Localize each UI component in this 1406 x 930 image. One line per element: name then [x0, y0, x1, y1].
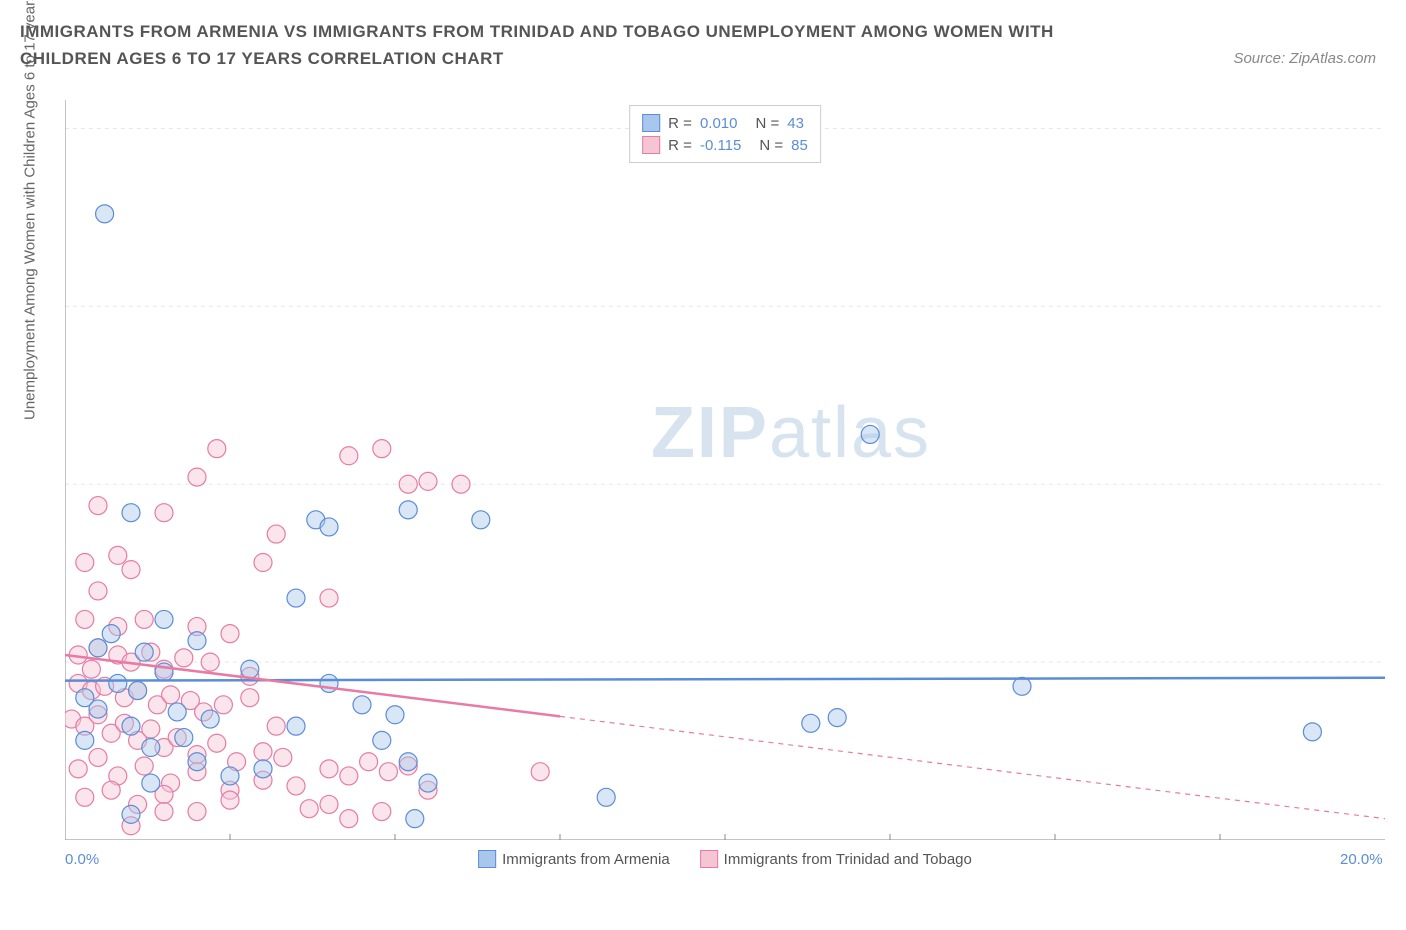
legend-r-value: -0.115 [700, 137, 741, 154]
legend-n-value: 85 [791, 137, 808, 154]
legend-swatch [642, 114, 660, 132]
series-legend-item: Immigrants from Trinidad and Tobago [700, 850, 972, 868]
scatter-plot [65, 100, 1385, 840]
legend-swatch [642, 136, 660, 154]
y-tick-label: 50.0% [1395, 118, 1406, 135]
y-axis-label: Unemployment Among Women with Children A… [22, 0, 39, 420]
legend-r-label: R = [668, 137, 692, 154]
legend-n-label: N = [759, 137, 783, 154]
y-tick-label: 37.5% [1395, 296, 1406, 313]
x-tick-label: 20.0% [1340, 851, 1383, 868]
legend-swatch [700, 850, 718, 868]
legend-n-label: N = [755, 115, 779, 132]
y-tick-label: 25.0% [1395, 474, 1406, 491]
source-credit: Source: ZipAtlas.com [1233, 50, 1376, 67]
series-legend: Immigrants from Armenia Immigrants from T… [478, 850, 972, 868]
series-legend-item: Immigrants from Armenia [478, 850, 670, 868]
correlation-legend: R = 0.010 N = 43 R = -0.115 N = 85 [629, 105, 821, 163]
series-name: Immigrants from Armenia [502, 851, 670, 868]
series-name: Immigrants from Trinidad and Tobago [724, 851, 972, 868]
legend-row: R = 0.010 N = 43 [642, 112, 808, 134]
legend-r-value: 0.010 [700, 115, 738, 132]
legend-r-label: R = [668, 115, 692, 132]
chart-area: ZIPatlas R = 0.010 N = 43 R = -0.115 N =… [65, 100, 1385, 840]
legend-n-value: 43 [787, 115, 804, 132]
legend-row: R = -0.115 N = 85 [642, 134, 808, 156]
x-tick-label: 0.0% [65, 851, 99, 868]
legend-swatch [478, 850, 496, 868]
chart-title: IMMIGRANTS FROM ARMENIA VS IMMIGRANTS FR… [20, 18, 1120, 72]
y-tick-label: 12.5% [1395, 652, 1406, 669]
